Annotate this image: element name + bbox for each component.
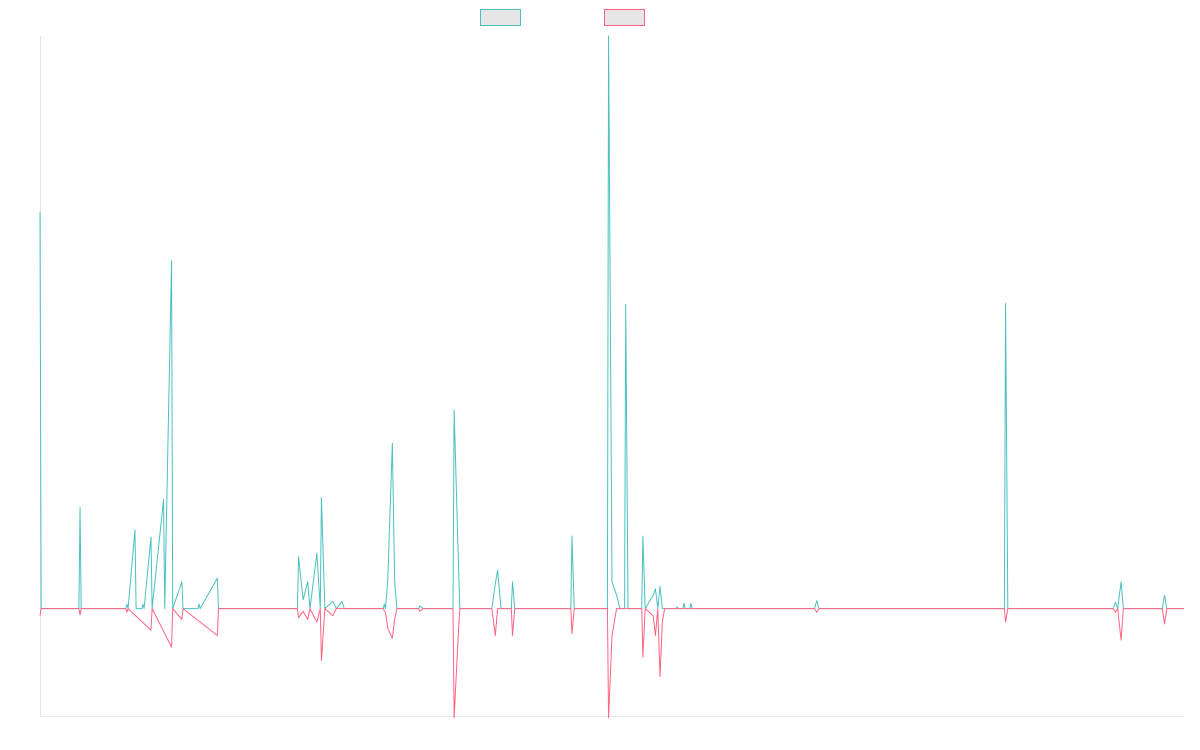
chart-legend	[480, 9, 645, 26]
legend-swatch-1	[480, 9, 521, 26]
series-line-1	[39, 35, 1184, 610]
legend-swatch-2	[604, 9, 645, 26]
chart-axes	[40, 36, 1184, 717]
plot-area	[39, 35, 1184, 719]
series-line-2	[39, 608, 1184, 719]
